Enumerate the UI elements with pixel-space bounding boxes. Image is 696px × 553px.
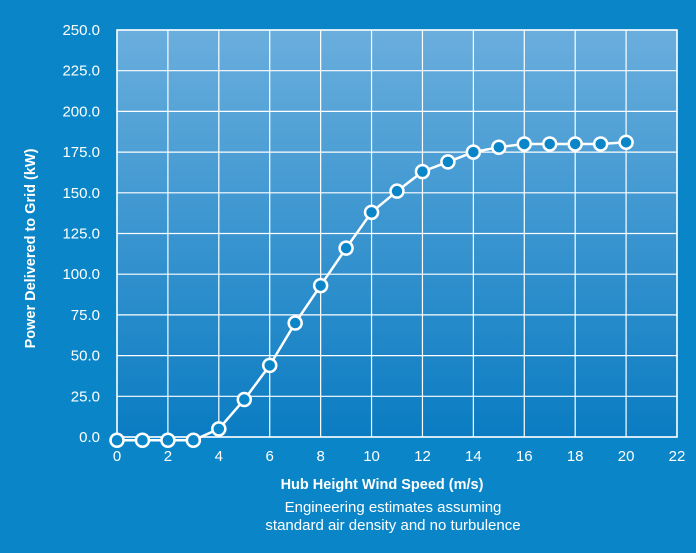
x-tick-label: 18: [567, 448, 584, 465]
data-point: [185, 432, 202, 449]
x-tick-label: 22: [669, 448, 686, 465]
y-tick-label: 100.0: [62, 266, 100, 283]
x-tick-label: 4: [215, 448, 223, 465]
data-point: [491, 139, 507, 155]
x-tick-label: 6: [266, 448, 274, 465]
y-tick-label: 250.0: [62, 22, 100, 39]
data-point: [236, 391, 253, 408]
data-point: [312, 277, 329, 294]
data-point: [414, 163, 431, 180]
plot-frame: [116, 29, 678, 438]
x-axis-ticks: 0 2 4 6 8 10 12 14 16 18 20 22: [113, 448, 686, 465]
data-point: [465, 144, 482, 160]
data-point: [134, 432, 151, 449]
data-point: [287, 315, 303, 331]
y-tick-label: 200.0: [62, 103, 100, 120]
grid-lines: [116, 29, 678, 438]
data-point: [567, 136, 583, 152]
y-tick-label: 175.0: [62, 144, 100, 161]
x-tick-label: 14: [465, 448, 482, 465]
x-tick-label: 12: [414, 448, 431, 465]
data-point: [592, 136, 609, 152]
y-axis-title: Power Delivered to Grid (kW): [23, 148, 39, 348]
x-tick-label: 20: [618, 448, 635, 465]
x-tick-label: 16: [516, 448, 533, 465]
data-point: [211, 421, 227, 437]
data-point: [363, 204, 380, 221]
data-point: [541, 136, 558, 152]
y-tick-label: 125.0: [62, 226, 100, 243]
series-layer: [109, 134, 634, 449]
x-tick-label: 0: [113, 448, 121, 465]
data-point: [109, 432, 125, 449]
chart-note-line-2: standard air density and no turbulence: [265, 517, 520, 534]
y-tick-label: 75.0: [71, 307, 100, 324]
data-point: [440, 154, 456, 170]
x-tick-label: 8: [316, 448, 324, 465]
x-tick-label: 2: [164, 448, 172, 465]
y-tick-label: 25.0: [71, 388, 100, 405]
y-tick-label: 50.0: [71, 348, 100, 365]
y-tick-label: 0.0: [79, 429, 100, 446]
data-point: [389, 183, 405, 199]
data-point: [160, 432, 176, 449]
data-point: [618, 134, 634, 151]
x-axis-title: Hub Height Wind Speed (m/s): [281, 477, 484, 493]
y-tick-label: 225.0: [62, 63, 100, 80]
y-tick-label: 150.0: [62, 185, 100, 202]
data-point: [516, 136, 533, 152]
data-point: [338, 240, 354, 256]
x-tick-label: 10: [363, 448, 380, 465]
data-point: [261, 357, 278, 374]
y-axis-ticks: 0.0 25.0 50.0 75.0 100.0 125.0 150.0 175.0 200.0…: [62, 22, 100, 446]
chart-note-line-1: Engineering estimates assuming: [285, 499, 502, 516]
